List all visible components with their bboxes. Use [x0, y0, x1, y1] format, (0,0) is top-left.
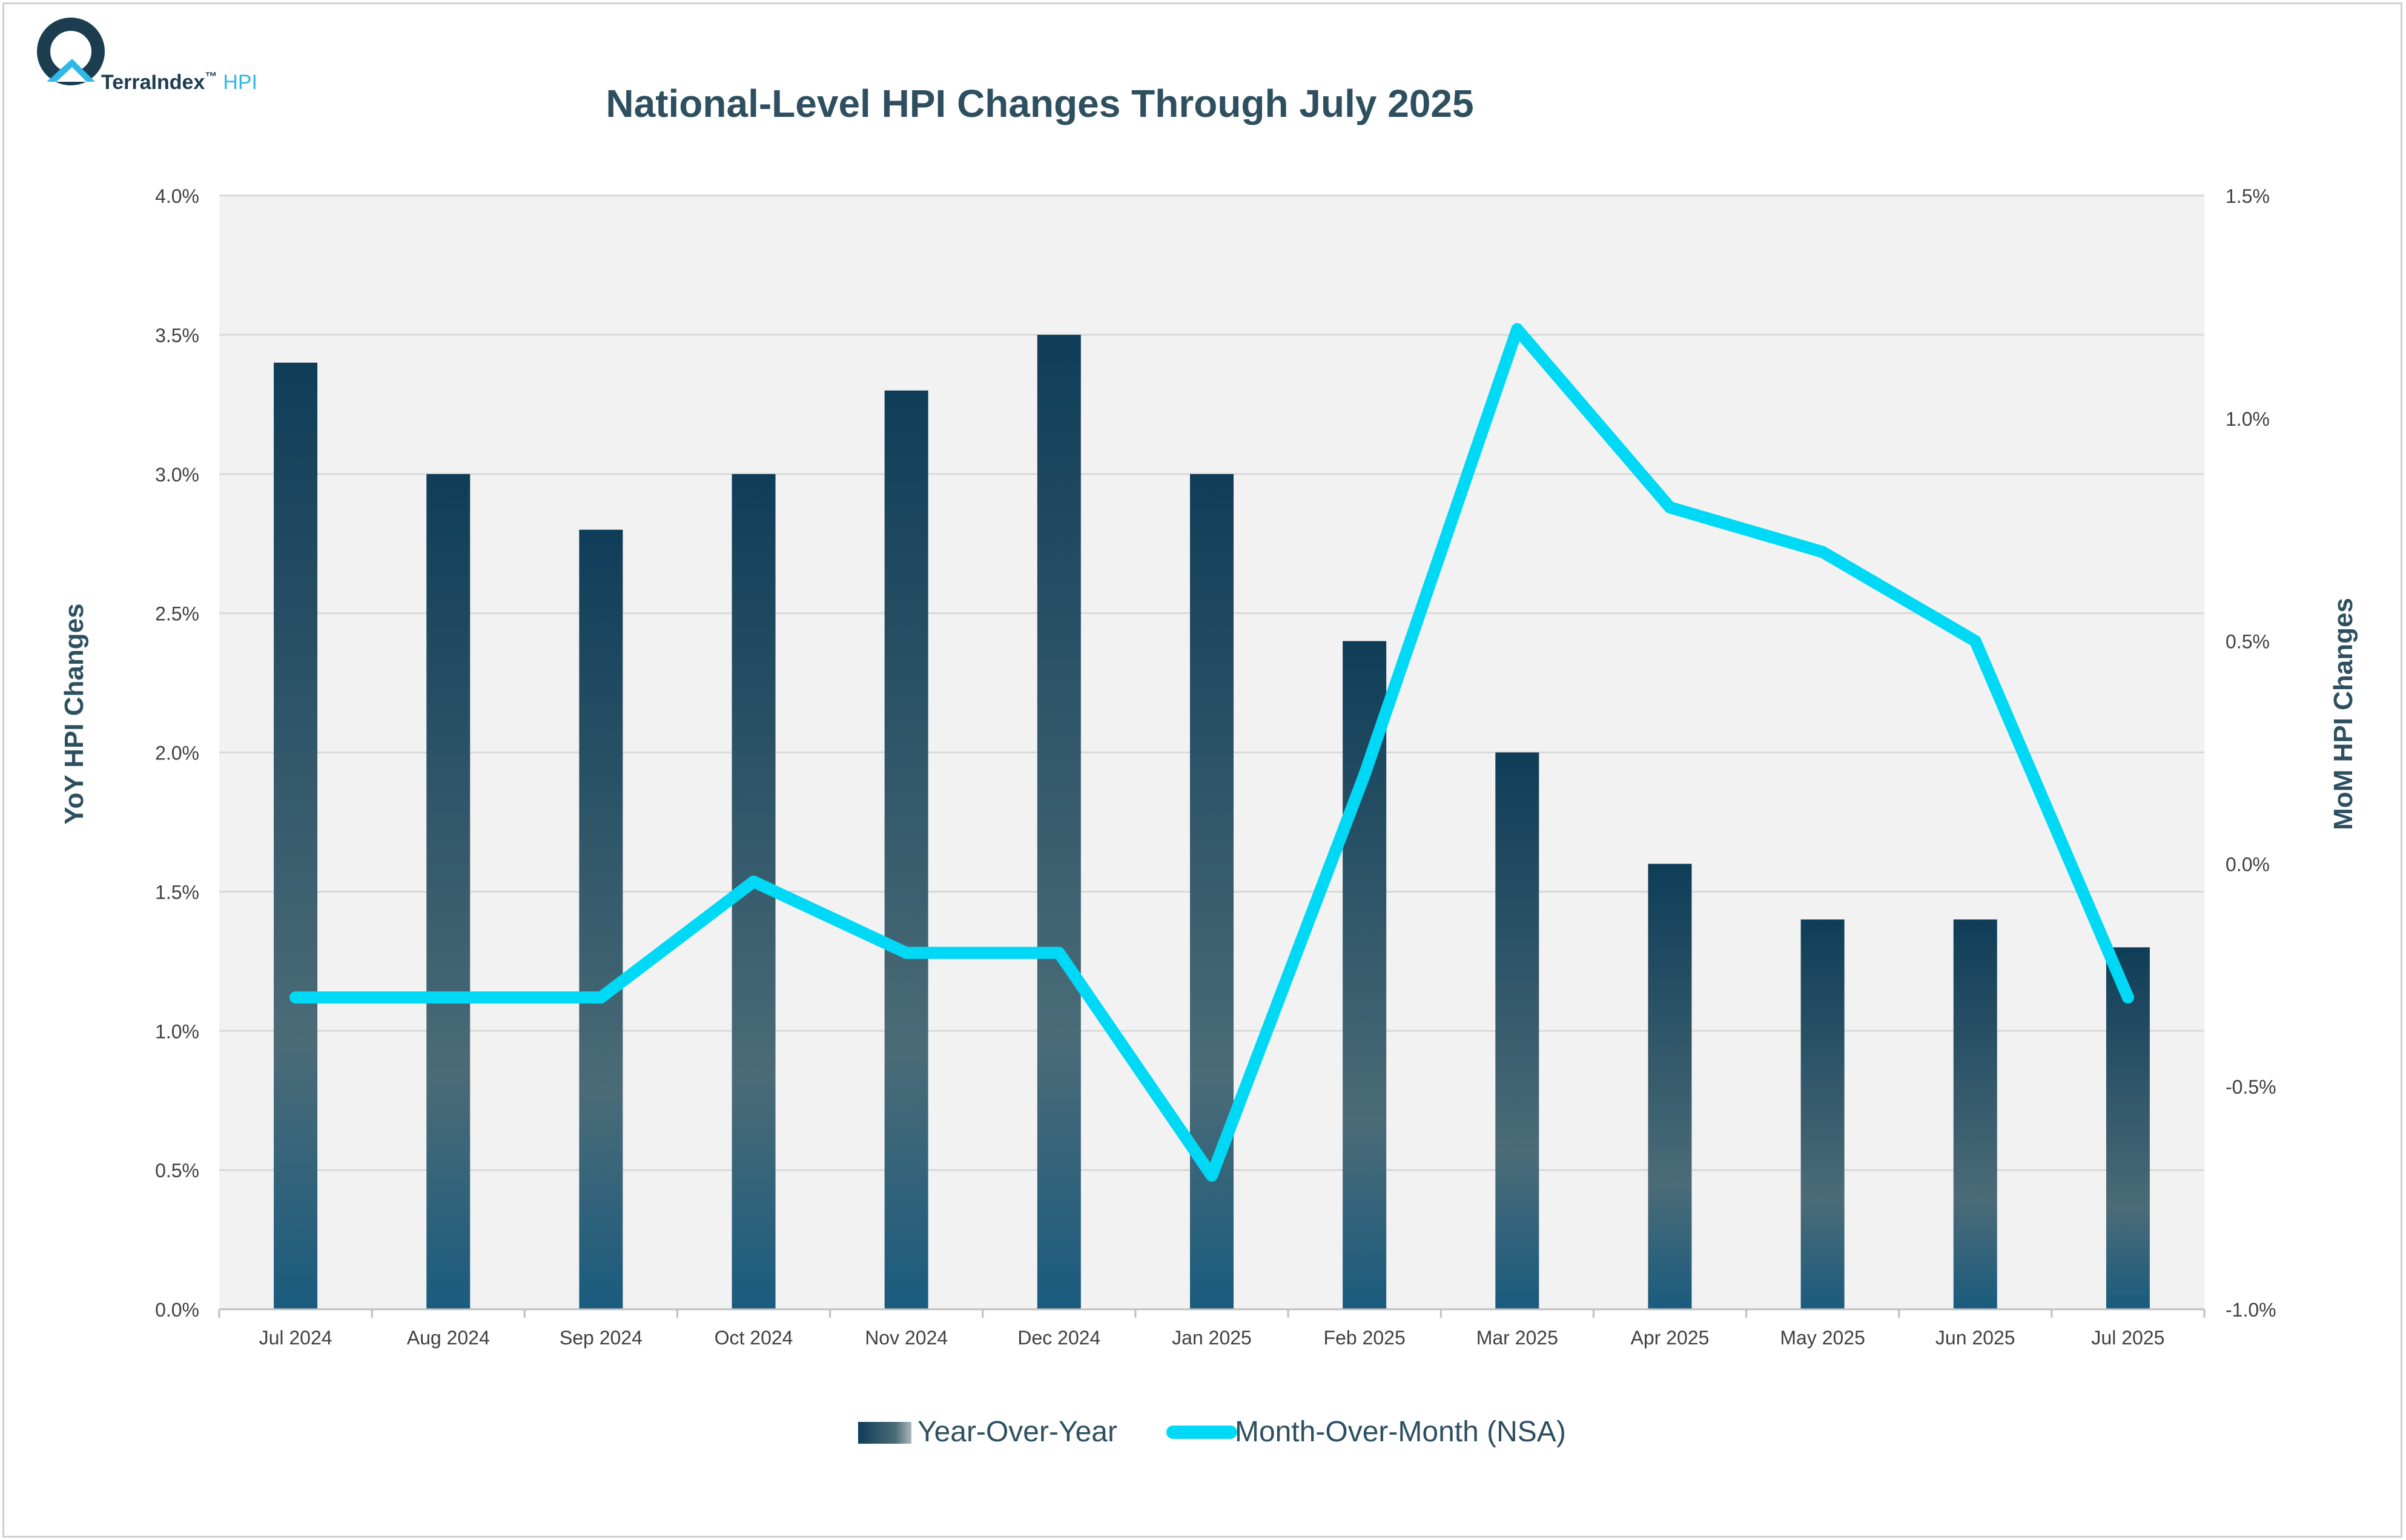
legend-yoy-swatch — [858, 1422, 911, 1444]
y-right-tick-label: 0.5% — [2226, 631, 2270, 653]
yoy-bar — [1343, 641, 1387, 1309]
mom-point — [1664, 501, 1676, 514]
mom-point — [1816, 546, 1829, 558]
y-left-tick-label: 4.0% — [155, 185, 199, 207]
x-tick-label: Jul 2024 — [259, 1327, 332, 1349]
yoy-bar — [1190, 474, 1234, 1309]
y-right-tick-label: 0.0% — [2226, 853, 2270, 875]
y-left-tick-label: 0.0% — [155, 1299, 199, 1321]
mom-point — [442, 991, 455, 1004]
x-tick-label: Mar 2025 — [1476, 1327, 1558, 1349]
y-right-tick-label: -1.0% — [2226, 1299, 2276, 1321]
yoy-bar — [579, 529, 623, 1310]
y-left-tick-label: 3.5% — [155, 325, 199, 346]
y-left-tick-label: 1.0% — [155, 1020, 199, 1042]
chart-title: National-Level HPI Changes Through July … — [606, 82, 1473, 125]
x-tick-label: Sep 2024 — [560, 1327, 643, 1349]
yoy-bar — [426, 474, 471, 1309]
x-tick-label: Dec 2024 — [1017, 1327, 1100, 1349]
brand-name: TerraIndex — [101, 71, 205, 94]
x-tick-label: Oct 2024 — [715, 1327, 793, 1349]
yoy-bar — [1648, 864, 1692, 1309]
x-tick-label: May 2025 — [1780, 1327, 1865, 1349]
mom-point — [1969, 635, 1981, 647]
y-right-tick-label: 1.5% — [2226, 185, 2270, 207]
left-axis-ticks: 0.0% 0.5% 1.0% 1.5% 2.0% 2.5% 3.0% 3.5% 4.0% — [155, 185, 199, 1321]
brand-tm: ™ — [205, 70, 217, 84]
yoy-bar — [2106, 947, 2150, 1309]
x-axis: Jul 2024 Aug 2024 Sep 2024 Oct 2024 Nov 2024… — [218, 1308, 2206, 1349]
mom-point — [1053, 947, 1065, 959]
yoy-bar — [884, 390, 928, 1310]
x-tick-label: Jun 2025 — [1935, 1327, 2015, 1349]
y-left-tick-label: 1.5% — [155, 881, 199, 903]
x-tick-label: Aug 2024 — [407, 1327, 490, 1349]
mom-point — [1511, 323, 1524, 335]
yoy-bar — [1495, 752, 1539, 1309]
brand-logo: TerraIndex™ HPI — [37, 18, 257, 94]
mom-point — [900, 947, 913, 959]
mom-point — [2121, 991, 2134, 1004]
x-tick-label: Jan 2025 — [1172, 1327, 1252, 1349]
yoy-bar — [1037, 334, 1081, 1309]
mom-point — [747, 875, 760, 888]
x-tick-label: Nov 2024 — [865, 1327, 948, 1349]
brand-suffix: HPI — [223, 71, 257, 94]
logo-q-icon — [37, 18, 105, 85]
mom-line-layer — [289, 323, 2134, 1182]
y-left-tick-label: 3.0% — [155, 464, 199, 486]
y-left-tick-label: 0.5% — [155, 1160, 199, 1181]
x-tick-label: Jul 2025 — [2091, 1327, 2164, 1349]
chart: TerraIndex™ HPI National-Level HPI Change… — [37, 18, 2358, 1448]
x-tick-label: Apr 2025 — [1631, 1327, 1710, 1349]
y-left-tick-label: 2.0% — [155, 742, 199, 764]
mom-point — [1206, 1169, 1218, 1182]
mom-point — [1358, 768, 1371, 781]
x-tick-label: Feb 2025 — [1324, 1327, 1406, 1349]
y-left-tick-label: 2.5% — [155, 603, 199, 625]
y-right-label: MoM HPI Changes — [2328, 598, 2358, 830]
legend-mom-label: Month-Over-Month (NSA) — [1235, 1416, 1566, 1448]
right-axis-ticks: -1.0% -0.5% 0.0% 0.5% 1.0% 1.5% — [2226, 185, 2276, 1321]
mom-point — [595, 991, 607, 1004]
y-right-tick-label: -0.5% — [2226, 1076, 2276, 1098]
yoy-bar — [1800, 919, 1845, 1309]
legend: Year-Over-Year Month-Over-Month (NSA) — [858, 1416, 1566, 1448]
mom-point — [289, 991, 302, 1004]
legend-yoy-label: Year-Over-Year — [917, 1416, 1117, 1448]
y-left-label: YoY HPI Changes — [59, 603, 89, 824]
yoy-bar — [1953, 919, 1997, 1309]
y-right-tick-label: 1.0% — [2226, 408, 2270, 430]
yoy-bar — [274, 362, 318, 1309]
